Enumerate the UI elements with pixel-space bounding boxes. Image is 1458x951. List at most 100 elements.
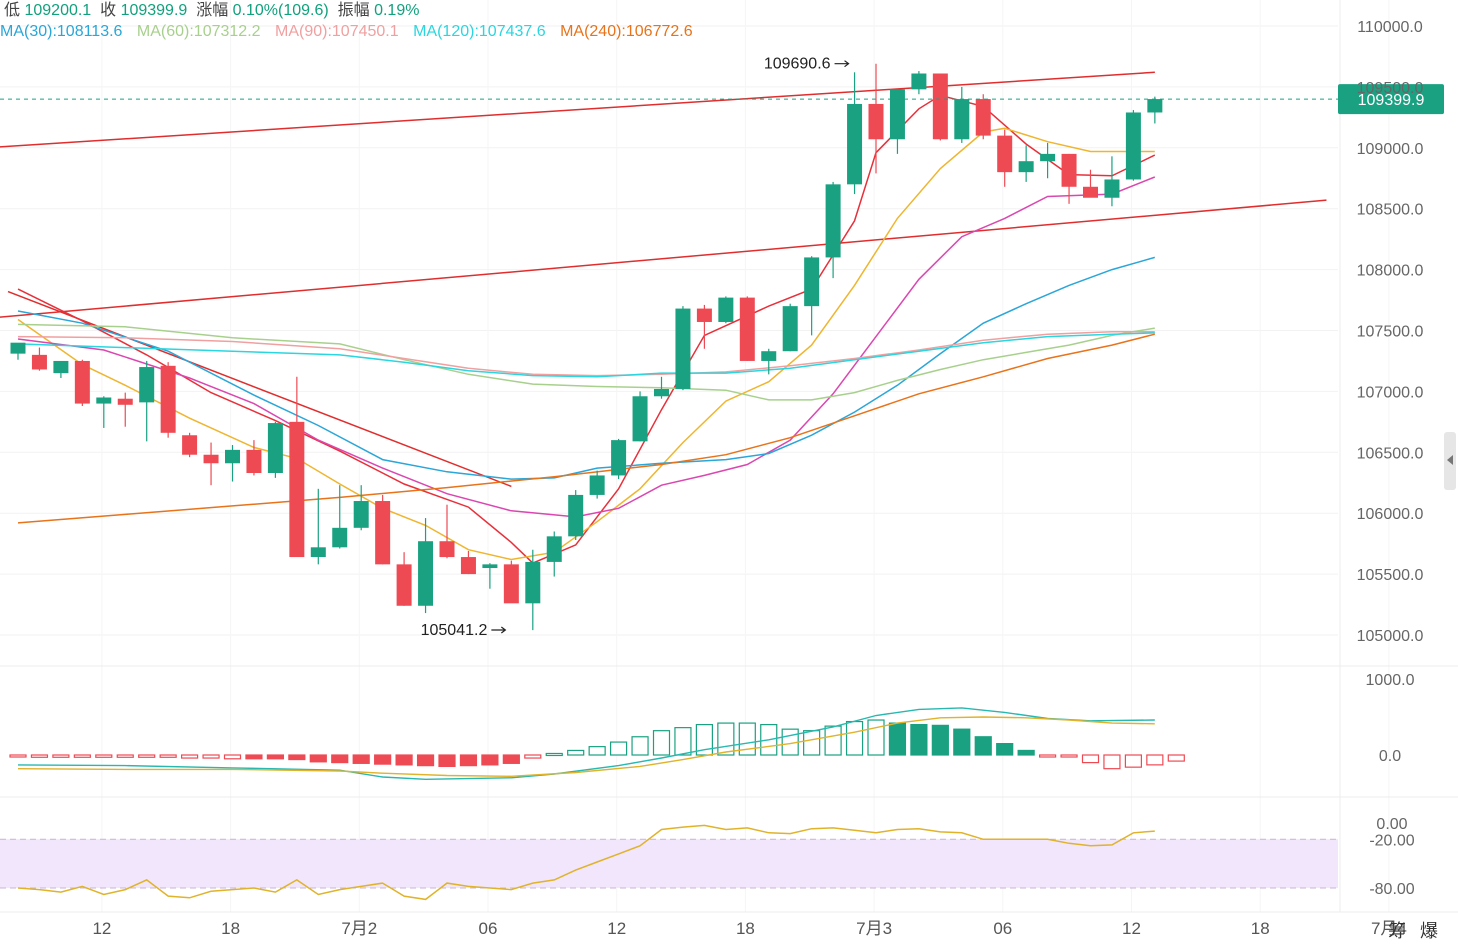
candle <box>997 129 1013 187</box>
candlesticks <box>10 63 1163 631</box>
time-tick-label: 18 <box>221 919 240 938</box>
candle <box>611 438 627 480</box>
low-price-annotation: 105041.2 <box>421 622 488 639</box>
candle-body <box>696 308 712 322</box>
change-value: 0.10%(109.6) <box>232 2 329 19</box>
high-price-annotation: 109690.6 <box>764 56 831 73</box>
volume-bar <box>631 736 649 756</box>
candle-body <box>739 297 755 361</box>
volume-bar <box>95 754 113 758</box>
candle <box>1147 96 1163 124</box>
candle <box>1040 142 1056 179</box>
volume-bar <box>867 719 885 756</box>
candle-body <box>1125 112 1141 180</box>
liquidation-button[interactable]: 爆 <box>1420 921 1438 941</box>
chips-button[interactable]: 筹 <box>1388 921 1406 941</box>
amplitude-value: 0.19% <box>374 2 420 19</box>
volume-bar <box>996 742 1014 756</box>
candle-body <box>396 564 412 606</box>
volume-bar <box>1146 754 1164 766</box>
trendline <box>0 71 1155 148</box>
ma-line <box>17 333 1155 524</box>
candle-body <box>482 564 498 569</box>
candle <box>246 440 262 476</box>
volume-bar <box>73 754 91 758</box>
candle <box>53 360 69 379</box>
candle <box>525 549 541 631</box>
ma240-legend: MA(240):106772.6 <box>560 23 693 40</box>
candle <box>696 304 712 349</box>
price-tick-label: 108500.0 <box>1357 202 1424 219</box>
candle <box>203 442 219 486</box>
candle <box>418 518 434 614</box>
low-arrow <box>491 626 507 634</box>
candle-body <box>589 475 605 495</box>
candle-body <box>761 351 777 361</box>
candle <box>825 181 841 279</box>
candle-body <box>31 354 47 370</box>
candle-body <box>825 184 841 258</box>
candle-body <box>53 360 69 374</box>
candle-body <box>868 103 884 140</box>
volume-bar <box>1017 749 1035 756</box>
candle <box>460 550 476 575</box>
price-tick-label: 110000.0 <box>1357 19 1423 36</box>
grid-lines <box>0 0 1458 913</box>
ma90-legend: MA(90):107450.1 <box>275 23 399 40</box>
candle <box>739 296 755 361</box>
candle <box>568 490 584 540</box>
oscillator-tick-label: -80.00 <box>1369 881 1414 898</box>
candle <box>675 306 691 391</box>
ma-line <box>17 94 1156 564</box>
volume-bar <box>30 754 49 758</box>
moving-average-lines <box>17 94 1156 564</box>
time-tick-label: 06 <box>993 919 1012 938</box>
candle <box>182 432 198 458</box>
candle-body <box>1147 99 1163 113</box>
volume-bar <box>738 722 756 756</box>
ma30-legend: MA(30):108113.6 <box>0 23 123 40</box>
candle <box>954 86 970 143</box>
time-tick-label: 06 <box>479 919 498 938</box>
candle <box>289 376 305 558</box>
candle-body <box>654 388 669 397</box>
volume-bar <box>910 723 928 756</box>
candle <box>975 94 991 140</box>
price-annotations: 109399.9 109690.6 105041.2 <box>0 56 1444 639</box>
candle-body <box>954 99 970 140</box>
candle <box>375 494 391 565</box>
collapse-panel-handle[interactable] <box>1444 432 1456 490</box>
volume-bar <box>52 754 70 758</box>
volume-bar <box>416 754 435 767</box>
candle-body <box>225 449 240 464</box>
candle <box>353 485 369 531</box>
candle-body <box>889 89 905 140</box>
volume-bar <box>202 754 220 759</box>
volume-bar <box>931 724 949 756</box>
ma-line <box>17 332 1155 378</box>
candle <box>332 485 348 549</box>
candle-body <box>267 423 283 474</box>
time-tick-label: 12 <box>1122 919 1141 938</box>
candle-body <box>139 367 155 403</box>
trendline <box>7 290 512 488</box>
time-tick-label: 12 <box>607 919 626 938</box>
candle-body <box>10 342 26 354</box>
oscillator-tick-label: 0.00 <box>1376 816 1407 833</box>
close-label: 收 <box>100 2 117 19</box>
candle-body <box>503 564 519 604</box>
candle <box>10 342 26 360</box>
ma-line <box>17 330 1155 377</box>
volume-tick-label: 1000.0 <box>1366 672 1415 689</box>
price-tick-label: 105000.0 <box>1357 628 1424 645</box>
volume-bar <box>352 754 370 764</box>
candle <box>439 504 455 559</box>
candle <box>31 347 47 371</box>
volume-bar <box>845 720 864 756</box>
candle <box>654 376 669 399</box>
candle <box>804 256 820 336</box>
volume-bar <box>459 754 478 767</box>
volume-bar <box>524 754 542 759</box>
